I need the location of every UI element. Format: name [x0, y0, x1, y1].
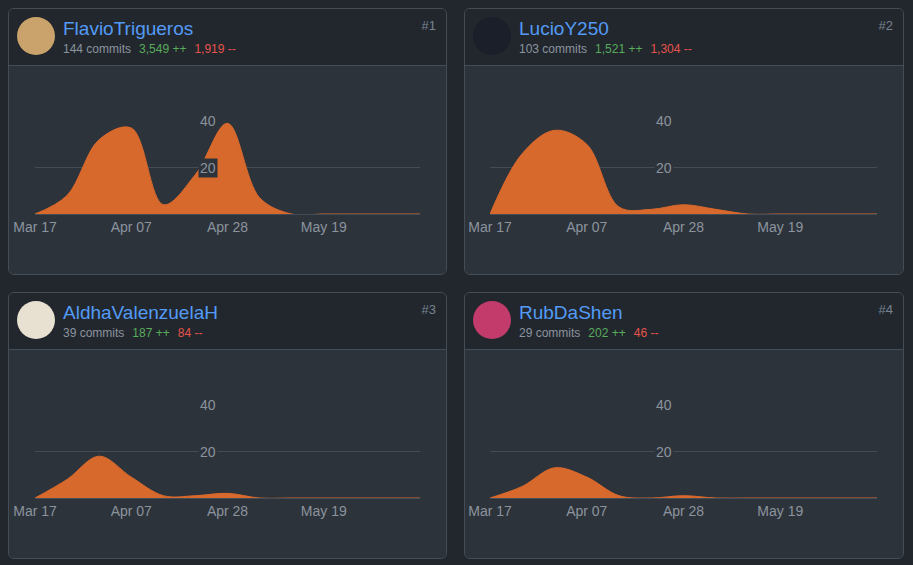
html-text:AldhaValenzuelaH: AldhaValenzuelaH: [63, 302, 218, 323]
html-text:29 commits: 29 commits: [519, 326, 581, 340]
html-text:1,521 ++: 1,521 ++: [595, 42, 643, 56]
svg-text:Apr 28: Apr 28: [663, 503, 704, 519]
html-text:#2: #2: [878, 18, 893, 33]
svg-text:40: 40: [200, 113, 216, 129]
svg-text:40: 40: [656, 397, 672, 413]
html-text:46 --: 46 --: [633, 326, 659, 340]
svg-text:May 19: May 19: [301, 503, 347, 519]
svg-text:May 19: May 19: [757, 219, 803, 235]
svg-text:Mar 17: Mar 17: [468, 503, 512, 519]
svg-text:40: 40: [200, 397, 216, 413]
html-text:LucioY250: LucioY250: [519, 18, 609, 39]
svg-text:20: 20: [200, 160, 216, 176]
html-text:#4: #4: [878, 302, 893, 317]
svg-text:20: 20: [656, 160, 672, 176]
html-text:202 ++: 202 ++: [588, 326, 626, 340]
html-text:RubDaShen: RubDaShen: [519, 302, 623, 323]
svg-text:Apr 28: Apr 28: [207, 503, 248, 519]
html-text:187 ++: 187 ++: [132, 326, 170, 340]
html-text:103 commits: 103 commits: [519, 42, 587, 56]
html-text:39 commits: 39 commits: [63, 326, 125, 340]
svg-text:May 19: May 19: [301, 219, 347, 235]
html-text:1,304 --: 1,304 --: [650, 42, 692, 56]
svg-text:May 19: May 19: [757, 503, 803, 519]
svg-text:Mar 17: Mar 17: [13, 219, 57, 235]
html-text:144 commits: 144 commits: [63, 42, 131, 56]
svg-text:Apr 28: Apr 28: [207, 219, 248, 235]
svg-text:Mar 17: Mar 17: [13, 503, 57, 519]
svg-text:Apr 07: Apr 07: [111, 219, 152, 235]
svg-text:Apr 07: Apr 07: [111, 503, 152, 519]
svg-text:20: 20: [200, 444, 216, 460]
svg-text:40: 40: [656, 113, 672, 129]
html-text:3,549 ++: 3,549 ++: [139, 42, 187, 56]
svg-text:Apr 07: Apr 07: [566, 503, 607, 519]
html-text:#1: #1: [421, 18, 436, 33]
html-text:84 --: 84 --: [177, 326, 203, 340]
html-text:FlavioTrigueros: FlavioTrigueros: [63, 18, 194, 39]
svg-text:Apr 07: Apr 07: [566, 219, 607, 235]
svg-text:20: 20: [656, 444, 672, 460]
svg-text:Mar 17: Mar 17: [468, 219, 512, 235]
svg-text:Apr 28: Apr 28: [663, 219, 704, 235]
html-text:#3: #3: [421, 302, 436, 317]
html-text:1,919 --: 1,919 --: [194, 42, 236, 56]
